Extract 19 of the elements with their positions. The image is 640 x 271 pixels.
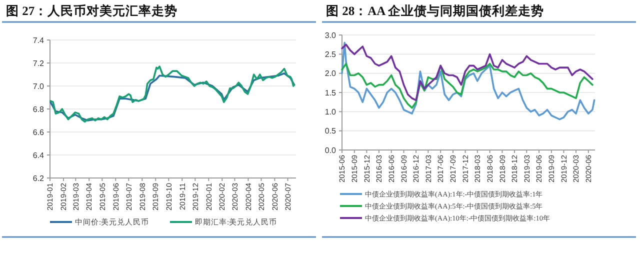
y-tick-label: 6.4 xyxy=(32,150,45,160)
y-tick-label: 6.8 xyxy=(32,104,45,114)
line-series xyxy=(341,62,594,109)
line-series xyxy=(341,44,594,102)
y-tick-label: 0.5 xyxy=(324,126,337,136)
y-tick-label: 6.6 xyxy=(32,128,45,137)
y-tick-label: 7.2 xyxy=(32,58,45,68)
y-tick-label: 3.0 xyxy=(324,30,337,40)
y-tick-label: 2.0 xyxy=(324,69,337,78)
y-tick-label: 7.4 xyxy=(32,36,45,45)
y-tick-label: 6.2 xyxy=(32,174,45,183)
chart-title: 图 27：人民币对美元汇率走势 xyxy=(6,3,178,18)
line-series xyxy=(341,42,596,120)
chart-title: 图 28：AA 企业债与同期国债利差走势 xyxy=(326,3,544,18)
y-tick-label: 7.0 xyxy=(32,82,45,91)
y-tick-label: 0.0 xyxy=(324,146,337,155)
y-tick-label: 2.5 xyxy=(324,50,337,59)
y-tick-label: 1.5 xyxy=(324,88,337,98)
y-tick-label: 1.0 xyxy=(324,107,337,116)
